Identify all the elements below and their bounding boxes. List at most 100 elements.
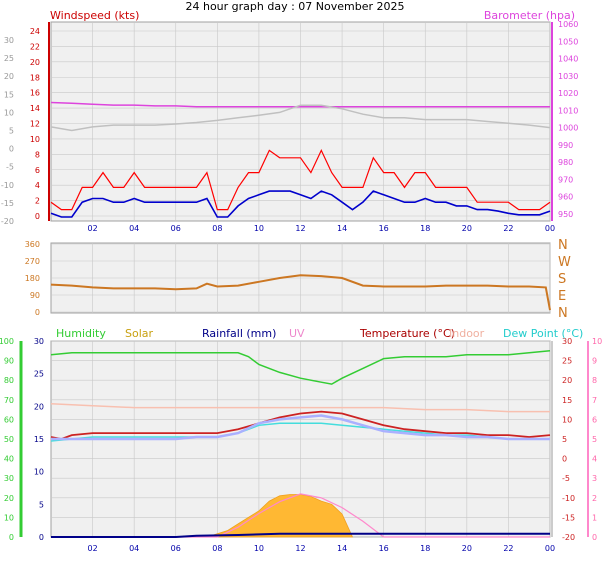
- x-tick-label: 16: [379, 224, 389, 233]
- wind-tick-label: 10: [30, 135, 40, 144]
- direction-tick-label: 90: [30, 291, 40, 300]
- temp-tick-label: 30: [562, 337, 572, 346]
- baro-tick-label: 960: [558, 193, 573, 202]
- x-tick-label: 18: [420, 224, 430, 233]
- x-tick-label: 12: [295, 224, 305, 233]
- uv-tick-label: 2: [592, 494, 597, 503]
- compass-tick-label: N: [558, 238, 568, 253]
- uv-series: [51, 493, 550, 538]
- grey-tick-label: -20: [1, 217, 14, 226]
- x-tick-label: 02: [87, 224, 97, 233]
- x-tick-label: 16: [379, 544, 389, 553]
- x-tick-label: 04: [129, 544, 139, 553]
- gust-series: [50, 148, 551, 211]
- grey-tick-label: 15: [4, 90, 14, 99]
- rain-tick-label: 25: [34, 370, 44, 379]
- x-tick-label: 12: [295, 544, 305, 553]
- uv-tick-label: 1: [592, 513, 597, 522]
- temp-tick-label: 0: [562, 455, 567, 464]
- wind-tick-label: 0: [35, 212, 40, 221]
- temp-tick-label: 25: [562, 357, 572, 366]
- grey-tick-label: 30: [4, 36, 14, 45]
- grey-tick-label: -15: [1, 199, 14, 208]
- legend-solar: Solar: [125, 327, 154, 340]
- humidity-tick-label: 0: [9, 533, 14, 542]
- compass-tick-label: W: [558, 255, 571, 270]
- uv-tick-label: 7: [592, 396, 597, 405]
- humidity-tick-label: 20: [4, 494, 14, 503]
- legend-dewpoint: Dew Point (°C): [503, 327, 583, 340]
- temperature-humidity-panel: 302520151050-5-10-15-2010987654321010090…: [0, 337, 602, 553]
- baro-tick-label: 1050: [558, 37, 578, 46]
- x-tick-label: 10: [254, 224, 264, 233]
- x-tick-label: 00: [545, 224, 555, 233]
- temp-tick-label: -10: [562, 494, 575, 503]
- uv-tick-label: 4: [592, 455, 597, 464]
- windchill-series: [51, 414, 550, 441]
- baro-tick-label: 1060: [558, 20, 578, 29]
- x-tick-label: 10: [254, 544, 264, 553]
- x-tick-label: 18: [420, 544, 430, 553]
- x-tick-label: 20: [462, 224, 472, 233]
- baro-tick-label: 1000: [558, 124, 578, 133]
- baro-tick-label: 970: [558, 175, 573, 184]
- x-tick-label: 22: [503, 544, 513, 553]
- baro-tick-label: 980: [558, 158, 573, 167]
- humidity-tick-label: 80: [4, 376, 14, 385]
- compass-tick-label: N: [558, 306, 568, 321]
- x-tick-label: 14: [337, 224, 347, 233]
- x-tick-label: 00: [545, 544, 555, 553]
- baro-tick-label: 1010: [558, 106, 578, 115]
- humidity-tick-label: 30: [4, 474, 14, 483]
- wind-tick-label: 16: [30, 89, 40, 98]
- barometer-axis-label: Barometer (hpa): [484, 9, 575, 22]
- humidity-series: [50, 350, 551, 385]
- direction-tick-label: 180: [25, 274, 40, 283]
- grey-tick-label: 5: [9, 127, 14, 136]
- grey-tick-label: 20: [4, 72, 14, 81]
- wind-barometer-panel: 242220181614121086420302520151050-5-10-1…: [1, 20, 578, 233]
- dewpoint-series: [50, 422, 550, 442]
- humidity-tick-label: 90: [4, 357, 14, 366]
- uv-tick-label: 6: [592, 415, 597, 424]
- temp-tick-label: 20: [562, 376, 572, 385]
- indoor-series: [50, 402, 550, 413]
- wind-tick-label: 24: [30, 27, 40, 36]
- wind-tick-label: 14: [30, 104, 40, 113]
- humidity-tick-label: 10: [4, 513, 14, 522]
- uv-tick-label: 9: [592, 357, 597, 366]
- temp-tick-label: 10: [562, 415, 572, 424]
- temperature-series: [50, 410, 551, 440]
- x-tick-label: 02: [87, 544, 97, 553]
- uv-tick-label: 0: [592, 533, 597, 542]
- temp-tick-label: -5: [562, 474, 570, 483]
- rain-tick-label: 10: [34, 468, 44, 477]
- grey-tick-label: 0: [9, 145, 14, 154]
- avg-wind-series: [50, 190, 551, 218]
- grey-tick-label: -5: [6, 163, 14, 172]
- x-tick-label: 20: [462, 544, 472, 553]
- temp-tick-label: 15: [562, 396, 572, 405]
- compass-tick-label: E: [558, 289, 566, 304]
- uv-tick-label: 10: [592, 337, 602, 346]
- humidity-tick-label: 60: [4, 415, 14, 424]
- wind-tick-label: 18: [30, 73, 40, 82]
- wind-tick-label: 20: [30, 58, 40, 67]
- rain-tick-label: 0: [39, 533, 44, 542]
- legend-rainfall: Rainfall (mm): [202, 327, 276, 340]
- grey-tick-label: -10: [1, 181, 14, 190]
- temp-tick-label: 5: [562, 435, 567, 444]
- legend-humidity: Humidity: [56, 327, 106, 340]
- uv-tick-label: 8: [592, 376, 597, 385]
- legend-indoor: Indoor: [449, 327, 485, 340]
- solar-area: [206, 494, 354, 538]
- x-tick-label: 06: [171, 544, 181, 553]
- uv-tick-label: 3: [592, 474, 597, 483]
- rain-tick-label: 30: [34, 337, 44, 346]
- humidity-tick-label: 40: [4, 455, 14, 464]
- rain-tick-label: 5: [39, 500, 44, 509]
- direction-tick-label: 270: [25, 257, 40, 266]
- direction-tick-label: 360: [25, 240, 40, 249]
- direction-series: [50, 274, 551, 311]
